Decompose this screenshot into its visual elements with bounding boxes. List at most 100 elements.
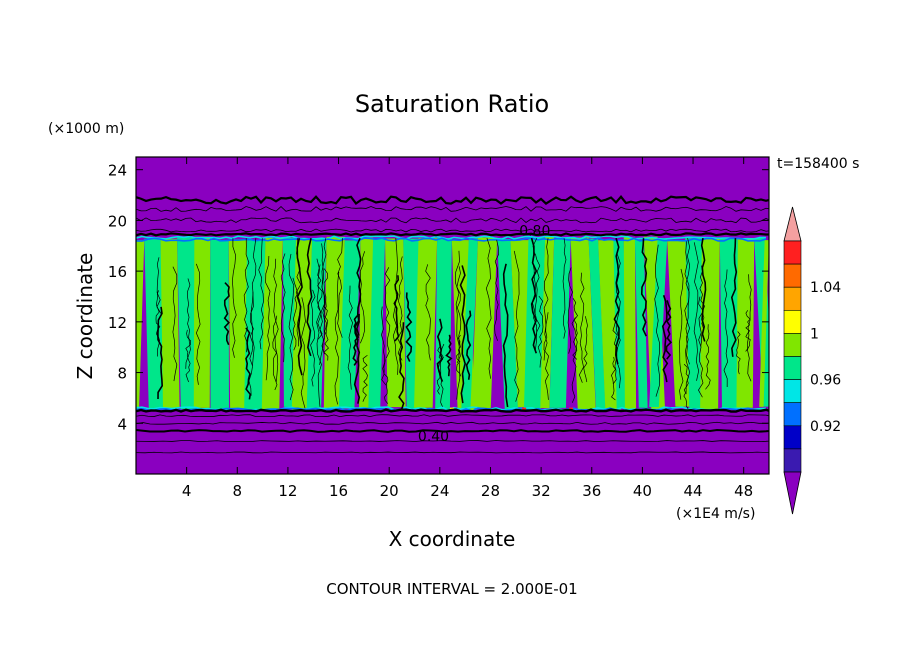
contour-line bbox=[465, 310, 472, 380]
colorbar-level bbox=[783, 448, 802, 473]
contour-line bbox=[136, 414, 769, 418]
contour-line bbox=[502, 263, 509, 408]
contour-line bbox=[513, 250, 520, 402]
colorbar-tick-label: 1 bbox=[810, 326, 819, 342]
contour-line bbox=[136, 428, 769, 433]
contour-line bbox=[723, 269, 728, 387]
x-tick-label: 48 bbox=[734, 482, 753, 500]
y-tick-label: 16 bbox=[108, 263, 127, 281]
contour-line bbox=[223, 282, 230, 346]
contour-line bbox=[381, 306, 387, 386]
colorbar-bottom-arrow bbox=[783, 471, 802, 515]
contour-line bbox=[455, 250, 461, 400]
contour-line bbox=[583, 316, 588, 383]
contour-line bbox=[730, 238, 738, 357]
contour-line bbox=[362, 354, 368, 402]
contour-line bbox=[136, 421, 769, 425]
field-lower-dry-layer bbox=[136, 410, 769, 474]
colorbar: 1.04 1 0.96 0.92 bbox=[783, 206, 841, 515]
contour-line bbox=[397, 256, 403, 361]
contour-line bbox=[735, 331, 741, 375]
contour-line bbox=[534, 253, 541, 338]
contour-line bbox=[136, 205, 769, 212]
x-tick-label: 36 bbox=[582, 482, 601, 500]
contour-line bbox=[693, 242, 700, 381]
contour-line bbox=[747, 274, 752, 382]
contour-line bbox=[612, 321, 618, 385]
contour-line bbox=[136, 217, 769, 224]
colorbar-level bbox=[783, 356, 802, 380]
contour-line bbox=[567, 267, 573, 354]
colorbar-level bbox=[783, 425, 802, 450]
cloud-top-fringe bbox=[136, 237, 767, 242]
contour-line bbox=[185, 278, 191, 369]
y-units-label: (×1000 m) bbox=[48, 121, 124, 137]
contour-line bbox=[578, 272, 585, 383]
x-tick-label: 20 bbox=[380, 482, 399, 500]
cloud-column bbox=[736, 237, 755, 408]
cloud-column bbox=[471, 237, 498, 409]
contour-line bbox=[185, 329, 192, 383]
y-tick-label: 12 bbox=[108, 314, 127, 332]
cloud-column bbox=[244, 240, 266, 410]
cloud-column bbox=[261, 237, 283, 410]
contour-line bbox=[456, 266, 462, 364]
contour-line bbox=[136, 408, 769, 413]
contour-line bbox=[683, 363, 689, 410]
x-axis-label: X coordinate bbox=[389, 527, 516, 551]
x-tick-label: 24 bbox=[430, 482, 449, 500]
supersaturation-spot bbox=[522, 407, 527, 411]
contour-line bbox=[265, 255, 271, 381]
contour-line bbox=[273, 258, 279, 383]
contour-line bbox=[231, 238, 237, 358]
y-tick-label: 20 bbox=[108, 212, 127, 230]
contour-line bbox=[245, 327, 252, 400]
contour-line bbox=[562, 238, 567, 339]
contour-line bbox=[684, 241, 691, 395]
contour-value-label: 0.80 bbox=[519, 224, 550, 240]
contour-line bbox=[445, 334, 453, 377]
contour-line bbox=[494, 239, 500, 341]
contour-line bbox=[195, 263, 201, 385]
field-saturated-cloud-layer bbox=[136, 235, 769, 412]
contour-line bbox=[316, 258, 322, 407]
colorbar-level bbox=[783, 379, 802, 404]
x-units-label: (×1E4 m/s) bbox=[676, 506, 755, 522]
colorbar-tick-label: 0.96 bbox=[810, 373, 841, 389]
x-tick-label: 28 bbox=[481, 482, 500, 500]
cloud-column bbox=[338, 240, 361, 409]
contour-interval-footer: CONTOUR INTERVAL = 2.000E-01 bbox=[326, 580, 577, 598]
cloud-column bbox=[435, 238, 452, 410]
contour-line bbox=[698, 296, 704, 398]
contour-line bbox=[321, 238, 327, 355]
contour-line bbox=[436, 318, 444, 382]
y-tick-label: 24 bbox=[108, 162, 127, 180]
contour-line bbox=[155, 290, 161, 342]
x-tick-label: 32 bbox=[532, 482, 551, 500]
contour-line bbox=[572, 297, 578, 360]
contour-line bbox=[288, 253, 295, 401]
y-tick-label: 8 bbox=[117, 365, 127, 383]
cloud-column bbox=[193, 236, 211, 408]
contour-line bbox=[292, 277, 299, 351]
contour-line bbox=[353, 313, 361, 404]
time-label: t=158400 s bbox=[777, 156, 859, 172]
contour-line bbox=[700, 238, 707, 342]
colorbar-level bbox=[783, 240, 802, 265]
contour-line bbox=[136, 195, 769, 206]
plot-area: 0.40 0.80 bbox=[135, 156, 770, 475]
contour-line bbox=[258, 238, 264, 350]
y-tick-label: 4 bbox=[117, 415, 127, 433]
cloud-column bbox=[323, 236, 345, 410]
cloud-column bbox=[160, 238, 180, 408]
contour-line bbox=[459, 265, 467, 404]
cloud-column bbox=[570, 237, 596, 410]
colorbar-level bbox=[783, 263, 802, 288]
contour-lines bbox=[136, 195, 769, 454]
cloud-column bbox=[210, 239, 229, 411]
contour-line bbox=[425, 264, 431, 361]
contour-line bbox=[172, 266, 178, 382]
contour-line bbox=[571, 317, 577, 403]
colorbar-level bbox=[783, 333, 802, 357]
